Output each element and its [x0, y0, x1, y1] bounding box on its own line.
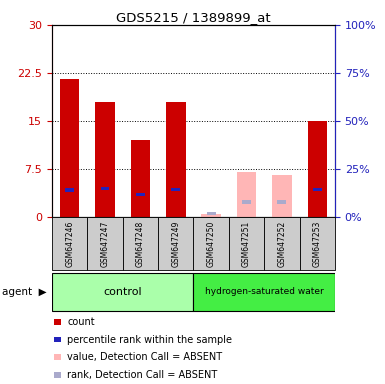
Bar: [313, 187, 322, 191]
Text: GSM647252: GSM647252: [277, 221, 286, 267]
FancyBboxPatch shape: [123, 217, 158, 270]
FancyBboxPatch shape: [87, 217, 123, 270]
Text: GSM647248: GSM647248: [136, 221, 145, 267]
Bar: [166, 102, 186, 217]
Text: GSM647250: GSM647250: [207, 221, 216, 267]
Bar: [207, 212, 216, 215]
Title: GDS5215 / 1389899_at: GDS5215 / 1389899_at: [116, 11, 271, 24]
Text: hydrogen-saturated water: hydrogen-saturated water: [205, 287, 323, 296]
Bar: [171, 187, 180, 191]
Text: value, Detection Call = ABSENT: value, Detection Call = ABSENT: [67, 353, 223, 362]
FancyBboxPatch shape: [194, 217, 229, 270]
Bar: [272, 175, 291, 217]
Bar: [100, 187, 109, 190]
Bar: [136, 193, 145, 197]
FancyBboxPatch shape: [229, 217, 264, 270]
Text: GSM647249: GSM647249: [171, 221, 180, 267]
Bar: [60, 79, 79, 217]
Text: GSM647253: GSM647253: [313, 221, 322, 267]
FancyBboxPatch shape: [52, 273, 193, 311]
Bar: [201, 214, 221, 217]
Text: GSM647251: GSM647251: [242, 221, 251, 267]
Text: rank, Detection Call = ABSENT: rank, Detection Call = ABSENT: [67, 370, 218, 380]
Bar: [308, 121, 327, 217]
Bar: [95, 102, 115, 217]
FancyBboxPatch shape: [158, 217, 193, 270]
Bar: [131, 140, 150, 217]
FancyBboxPatch shape: [264, 217, 300, 270]
FancyBboxPatch shape: [52, 217, 87, 270]
Bar: [242, 200, 251, 204]
Text: percentile rank within the sample: percentile rank within the sample: [67, 334, 233, 344]
Text: agent  ▶: agent ▶: [2, 287, 47, 297]
Bar: [237, 172, 256, 217]
Text: GSM647246: GSM647246: [65, 221, 74, 267]
FancyBboxPatch shape: [193, 273, 335, 311]
Bar: [65, 189, 74, 192]
Text: GSM647247: GSM647247: [100, 221, 110, 267]
Bar: [278, 200, 286, 204]
Text: control: control: [104, 287, 142, 297]
Text: count: count: [67, 317, 95, 327]
FancyBboxPatch shape: [300, 217, 335, 270]
